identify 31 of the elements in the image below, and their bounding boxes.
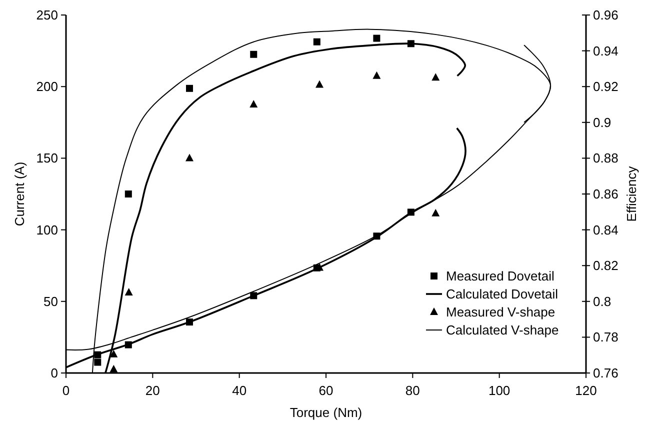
x-tick-label: 60 [318, 383, 334, 398]
x-tick-label: 20 [145, 383, 160, 398]
y2-tick-label: 0.82 [593, 258, 618, 274]
y2-tick-label: 0.9 [593, 114, 612, 130]
y2-tick-label: 0.86 [593, 186, 618, 202]
x-axis-title: Torque (Nm) [290, 405, 362, 420]
y2-tick-label: 0.8 [593, 294, 612, 309]
y2-tick-label: 0.88 [593, 150, 618, 166]
x-tick-label: 0 [62, 383, 70, 398]
y2-tick-label: 0.78 [593, 330, 618, 345]
y-tick-label: 200 [36, 79, 58, 94]
legend-label: Measured Dovetail [446, 268, 554, 284]
legend-label: Calculated V-shape [446, 322, 559, 338]
y-tick-label: 50 [44, 294, 58, 309]
y-tick-label: 100 [36, 222, 58, 238]
y2-tick-label: 0.84 [593, 222, 618, 238]
legend-label: Calculated Dovetail [446, 286, 558, 302]
x-tick-label: 40 [232, 383, 247, 398]
y2-axis-title: Efficiency [624, 166, 639, 222]
y-axis-title: Current (A) [12, 162, 27, 226]
y2-tick-label: 0.92 [593, 79, 618, 94]
x-tick-label: 100 [488, 383, 510, 398]
x-tick-label: 120 [575, 383, 597, 398]
y2-tick-label: 0.94 [593, 43, 618, 58]
y2-tick-label: 0.76 [593, 366, 618, 380]
legend-label: Measured V-shape [446, 304, 556, 320]
y-tick-label: 0 [50, 366, 58, 380]
y2-tick-label: 0.96 [593, 8, 618, 22]
y-tick-label: 250 [36, 8, 58, 22]
y-tick-label: 150 [36, 150, 58, 166]
x-tick-label: 80 [405, 383, 420, 398]
